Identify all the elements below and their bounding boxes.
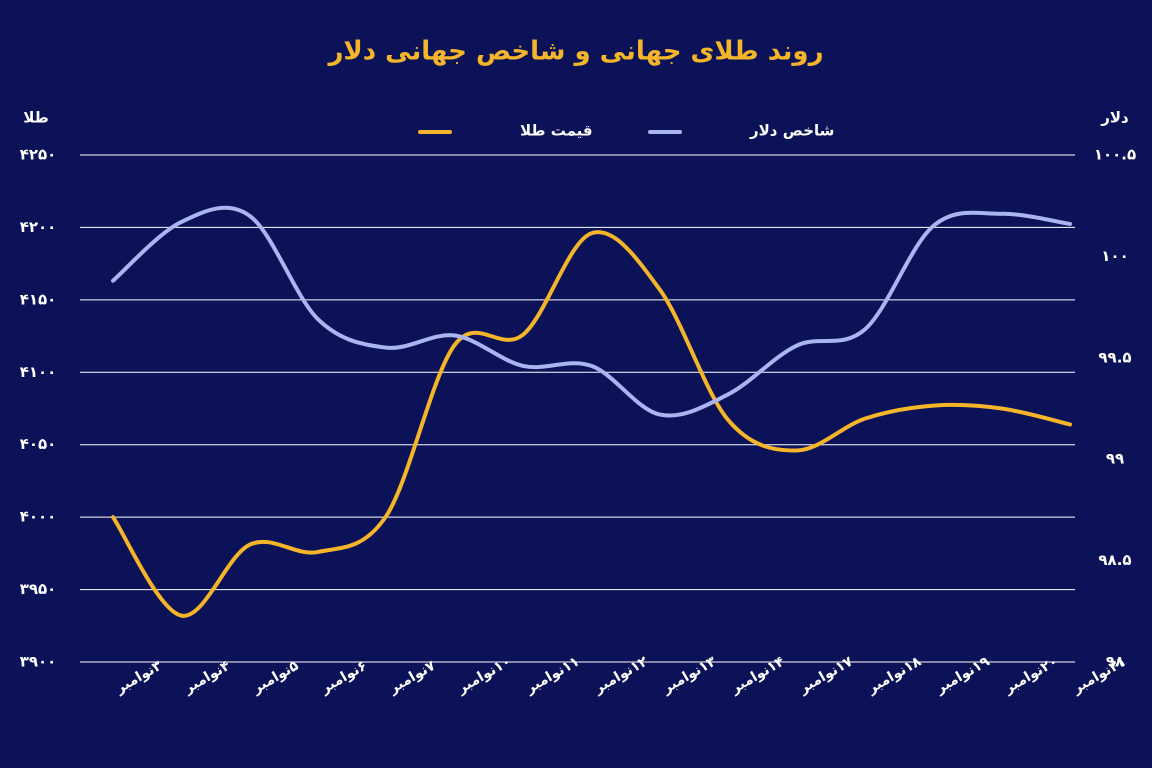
y2-tick-label: ۹۹.۵ [1098,348,1131,366]
y-tick-label: ۳۹۰۰ [20,653,57,671]
y-tick-label: ۴۰۵۰ [20,435,57,453]
y2-axis-label: دلار [1100,109,1129,127]
legend-label: قیمت طلا [520,122,593,140]
chart-title: روند طلای جهانی و شاخص جهانی دلار [326,37,823,67]
series-line [111,230,1072,618]
y-tick-label: ۴۲۰۰ [20,218,57,236]
y-tick-label: ۴۲۵۰ [20,146,57,164]
y-tick-label: ۴۰۰۰ [20,508,57,526]
y-tick-label: ۳۹۵۰ [20,580,57,598]
y-tick-label: ۴۱۵۰ [20,290,57,308]
y2-tick-label: ۱۰۰ [1101,247,1128,265]
legend-label: شاخص دلار [749,122,834,140]
y2-tick-label: ۹۸ [1106,653,1124,671]
y2-tick-label: ۹۹ [1106,450,1124,468]
y-axis-label: طلا [23,109,49,127]
y2-tick-label: ۹۸.۵ [1098,551,1131,569]
y-tick-label: ۴۱۰۰ [20,363,57,381]
series-line [111,205,1072,418]
y2-tick-label: ۱۰۰.۵ [1094,146,1136,164]
